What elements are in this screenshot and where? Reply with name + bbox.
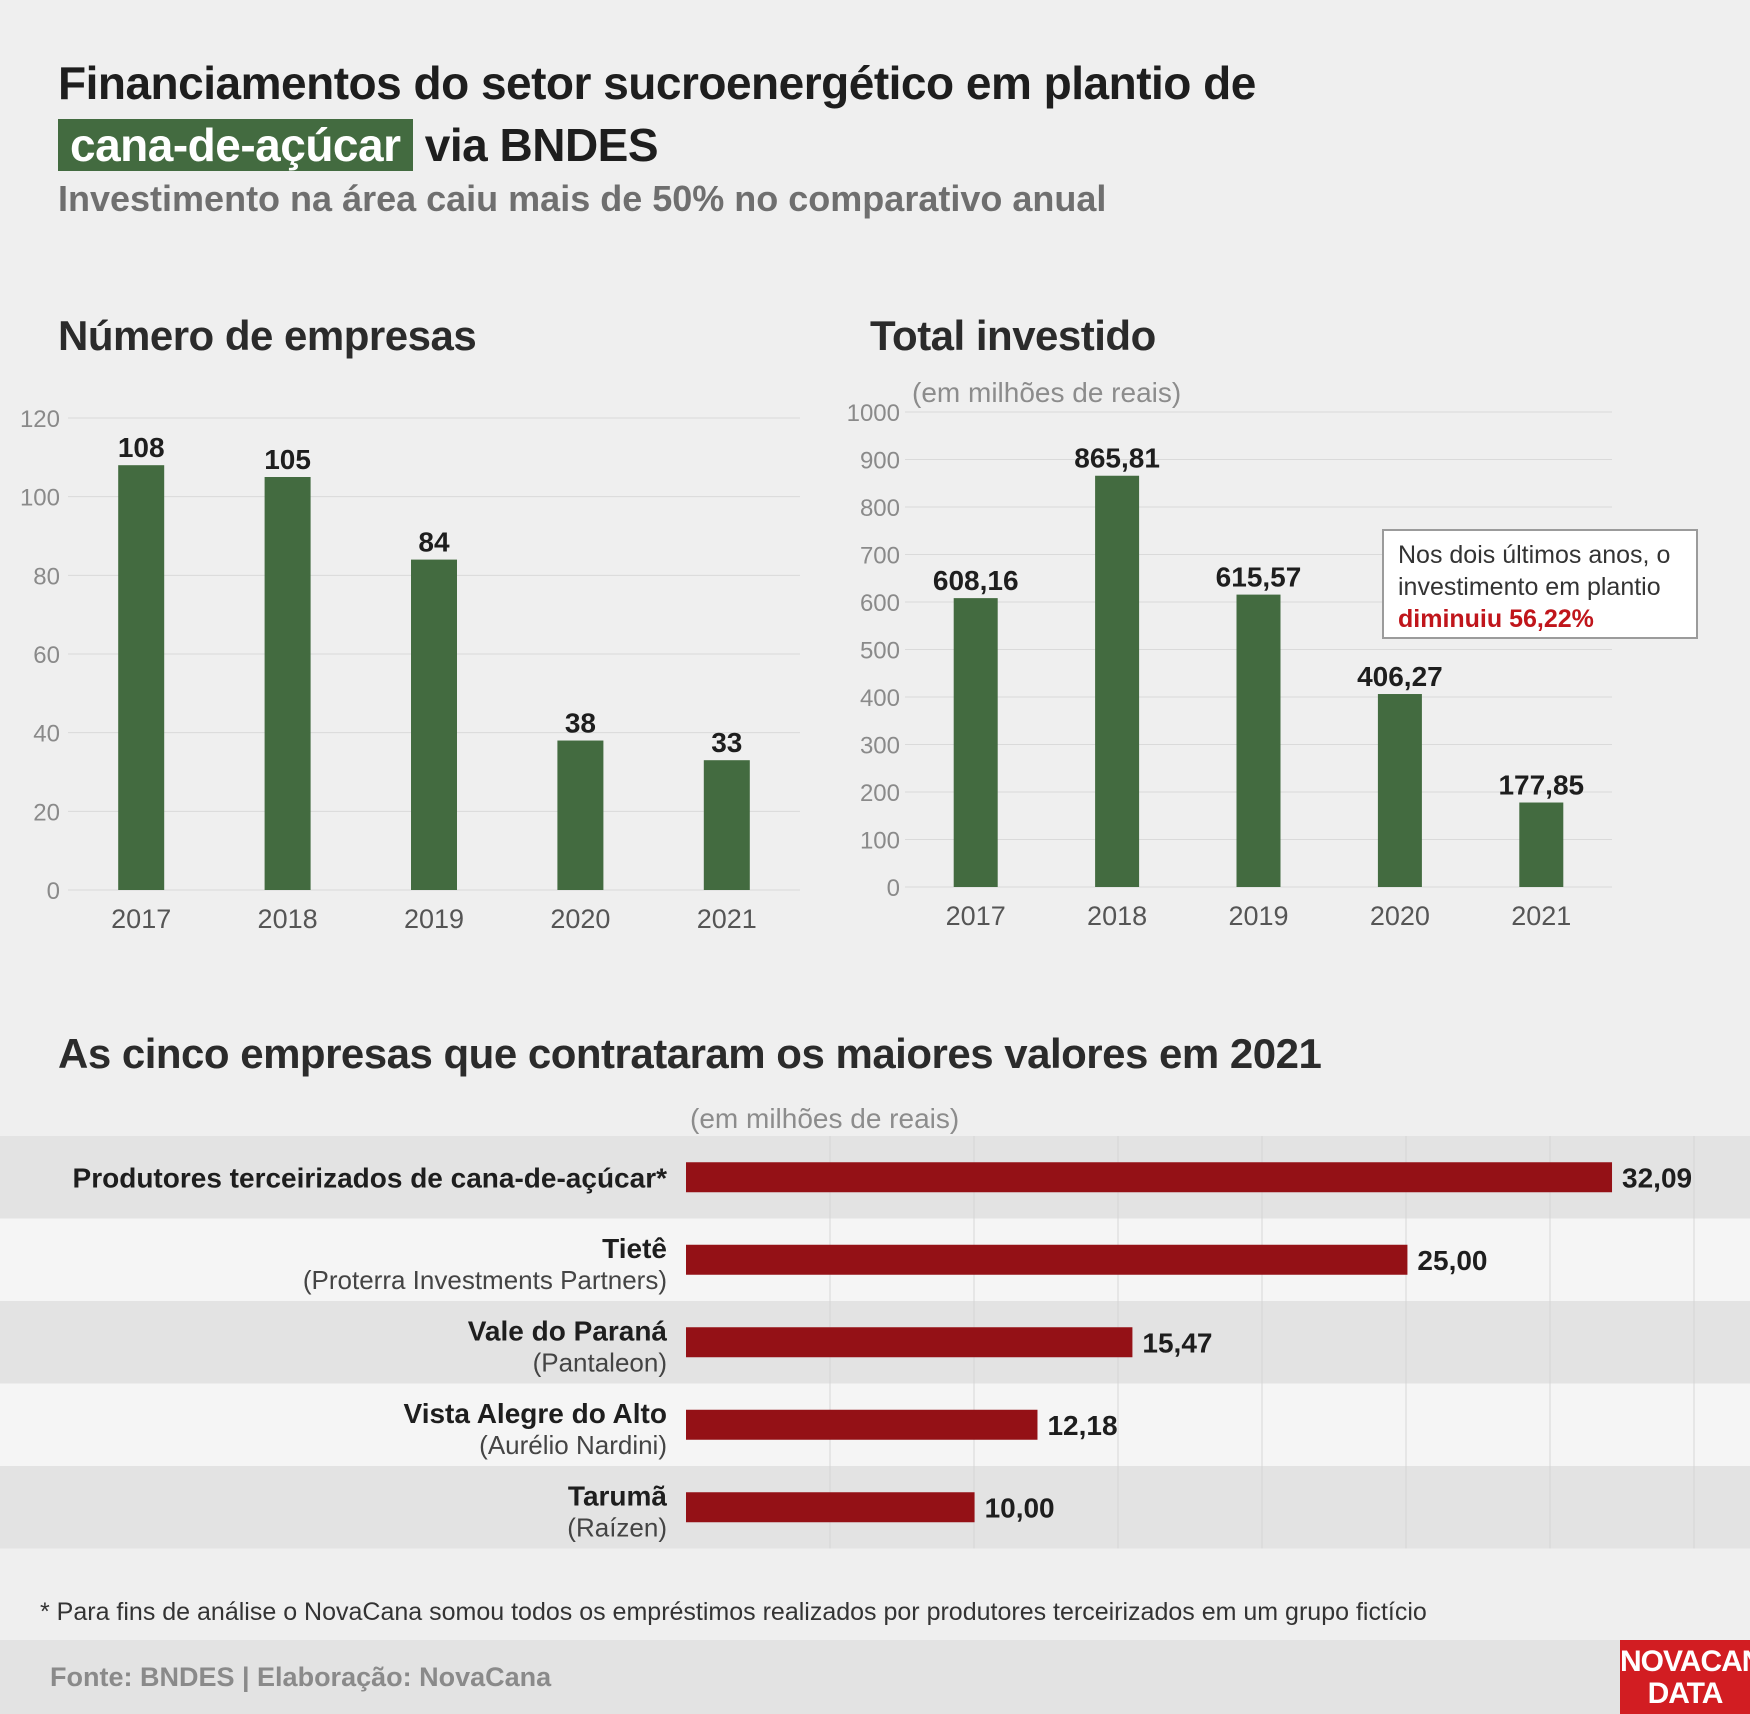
bar — [953, 598, 998, 887]
data-label: 32,09 — [1622, 1162, 1692, 1193]
y-tick-label: 700 — [860, 543, 900, 570]
novacana-logo: NOVACANA DATA — [1620, 1640, 1750, 1714]
y-tick-label: 0 — [887, 875, 900, 902]
x-tick-label: 2018 — [258, 904, 318, 930]
data-label: 33 — [711, 727, 742, 758]
data-label: 38 — [565, 708, 596, 739]
chart-subtitle: Investimento na área caiu mais de 50% no… — [58, 178, 1107, 219]
data-label: 108 — [118, 432, 165, 463]
bar — [411, 559, 457, 890]
x-tick-label: 2019 — [1228, 901, 1288, 930]
title-line-2: via BNDES — [424, 119, 659, 171]
bar — [1236, 594, 1281, 887]
bar — [703, 760, 750, 890]
x-tick-label: 2019 — [404, 904, 464, 930]
chart-top-companies: 32,09 Produtores terceirizados de cana-de… — [0, 1136, 1750, 1549]
title-highlight: cana-de-açúcar — [58, 119, 413, 171]
y-tick-label: 800 — [860, 495, 900, 522]
x-tick-label: 2018 — [1087, 901, 1147, 930]
data-label: 25,00 — [1417, 1245, 1487, 1276]
y-tick-label: 1000 — [847, 400, 900, 427]
chart-companies-count: 0 20 40 60 80 100 120 108 2017 105 2018 84 2019 38 202… — [20, 406, 800, 930]
logo-line-2: DATA — [1647, 1677, 1724, 1710]
x-tick-label: 2021 — [697, 904, 757, 930]
category-label: Tietê — [602, 1233, 667, 1264]
callout-text: Nos dois últimos anos, o investimento em… — [1398, 541, 1671, 601]
y-tick-label: 20 — [33, 799, 60, 826]
x-tick-label: 2017 — [946, 901, 1006, 930]
category-sublabel: (Aurélio Nardini) — [479, 1430, 667, 1460]
data-label: 608,16 — [933, 565, 1019, 596]
bar — [686, 1244, 1408, 1275]
y-tick-label: 100 — [860, 828, 900, 855]
data-label: 105 — [264, 444, 311, 475]
data-label: 12,18 — [1047, 1410, 1117, 1441]
category-label: Vista Alegre do Alto — [404, 1398, 667, 1429]
y-tick-label: 60 — [33, 642, 60, 669]
x-tick-label: 2020 — [1370, 901, 1430, 930]
bar — [557, 740, 604, 890]
chart-title: Financiamentos do setor sucroenergético … — [58, 52, 1256, 176]
chart2-title: Total investido — [870, 312, 1156, 359]
y-tick-label: 40 — [33, 721, 60, 748]
y-tick-label: 300 — [860, 733, 900, 760]
bar — [686, 1162, 1613, 1193]
data-label: 615,57 — [1216, 562, 1302, 593]
category-sublabel: (Pantaleon) — [533, 1347, 667, 1377]
chart1-title: Número de empresas — [58, 312, 477, 359]
bar — [686, 1492, 975, 1523]
bar — [118, 465, 165, 890]
data-label: 177,85 — [1498, 770, 1584, 801]
category-label: Vale do Paraná — [468, 1315, 668, 1346]
chart2-unit: (em milhões de reais) — [912, 377, 1182, 408]
bar — [264, 477, 311, 890]
bar — [1377, 694, 1422, 887]
logo-line-1: NOVACANA — [1620, 1645, 1750, 1678]
category-label: Tarumã — [568, 1480, 667, 1511]
x-tick-label: 2021 — [1511, 901, 1571, 930]
data-label: 865,81 — [1074, 443, 1160, 474]
y-tick-label: 0 — [47, 878, 60, 905]
callout-box: Nos dois últimos anos, o investimento em… — [1382, 529, 1698, 639]
y-tick-label: 500 — [860, 638, 900, 665]
bar — [686, 1327, 1133, 1358]
bar — [1519, 802, 1564, 887]
y-tick-label: 100 — [20, 485, 60, 512]
data-label: 15,47 — [1142, 1327, 1212, 1358]
y-tick-label: 200 — [860, 780, 900, 807]
x-tick-label: 2020 — [550, 904, 610, 930]
category-sublabel: (Proterra Investments Partners) — [303, 1265, 667, 1295]
y-tick-label: 900 — [860, 448, 900, 475]
footer-bar — [0, 1640, 1750, 1714]
y-tick-label: 120 — [20, 406, 60, 433]
y-tick-label: 600 — [860, 590, 900, 617]
chart3-unit: (em milhões de reais) — [690, 1103, 960, 1134]
data-label: 10,00 — [985, 1492, 1055, 1523]
chart3-title: As cinco empresas que contrataram os mai… — [58, 1030, 1322, 1077]
y-tick-label: 80 — [33, 563, 60, 590]
source-credit: Fonte: BNDES | Elaboração: NovaCana — [50, 1662, 552, 1692]
bar — [686, 1409, 1038, 1440]
x-tick-label: 2017 — [111, 904, 171, 930]
chart-total-invested: 0 100 200 300 400 500 600 700 800 900 1000 608,16 20… — [847, 400, 1612, 930]
title-line-1: Financiamentos do setor sucroenergético … — [58, 57, 1256, 109]
y-tick-label: 400 — [860, 685, 900, 712]
data-label: 84 — [418, 527, 450, 558]
callout-highlight: diminuiu 56,22% — [1398, 605, 1594, 633]
category-label: Produtores terceirizados de cana-de-açúc… — [73, 1162, 668, 1193]
footnote: * Para fins de análise o NovaCana somou … — [40, 1598, 1427, 1626]
category-sublabel: (Raízen) — [567, 1512, 667, 1542]
bar — [1095, 475, 1140, 887]
data-label: 406,27 — [1357, 661, 1443, 692]
